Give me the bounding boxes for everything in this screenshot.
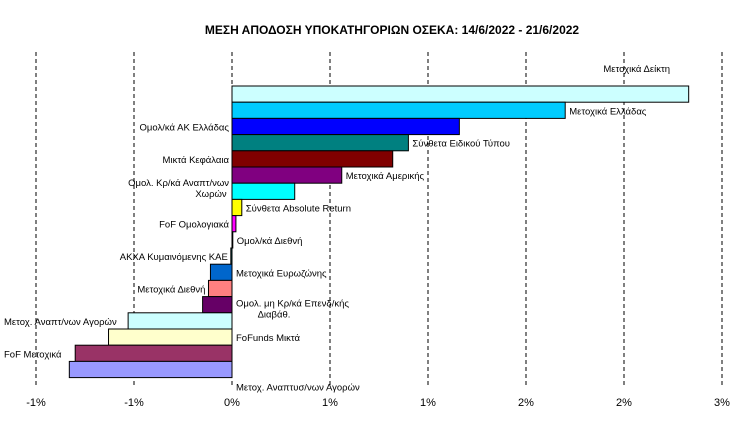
bar (230, 247, 233, 265)
bar (231, 166, 343, 184)
bar (209, 263, 233, 281)
bar (108, 328, 233, 346)
x-tick-label: 0% (224, 397, 240, 409)
bar (231, 117, 460, 136)
bar-label: Σύνθετα Ειδικού Τύπου (412, 139, 510, 150)
x-tick-labels: -1% -1% 0% 1% 1% 2% 2% 3% (26, 397, 730, 409)
bar (207, 279, 233, 298)
bar (127, 312, 233, 330)
bar-label: Μετοχικά Δείκτη (603, 64, 670, 75)
bar-label: Ομολ. μη Κρ/κά Επενδ/κής Διαβάθ. (236, 299, 349, 321)
bar-label: FoF Μετοχικά (4, 349, 62, 360)
bar (202, 296, 233, 314)
x-tick-label: 3% (714, 397, 730, 409)
x-tick-label: -1% (26, 397, 46, 409)
bar-label: ΑΚΧΑ Κυμαινόμενης ΚΑΕ (120, 252, 228, 263)
x-tick-label: 1% (322, 397, 338, 409)
chart-title: ΜΕΣΗ ΑΠΟΔΟΣΗ ΥΠΟΚΑΤΗΓΟΡΙΩΝ ΟΣΕΚΑ: 14/6/2… (205, 23, 580, 37)
bar (231, 134, 409, 152)
bar-label: Μετοχ. Αναπτυσ/νων Αγορών (236, 383, 360, 394)
bar (231, 150, 394, 168)
x-tick-label: 2% (518, 397, 534, 409)
bar-label: Σύνθετα Absolute Return (246, 204, 351, 215)
bar (74, 344, 233, 362)
x-tick-label: 2% (616, 397, 632, 409)
bar-label: Μετοχικά Ελλάδας (569, 106, 647, 117)
bar (231, 85, 690, 103)
bar (231, 101, 566, 119)
bar (68, 360, 233, 379)
x-tick-label: -1% (124, 397, 144, 409)
bar-label: Ομολ. Κρ/κά Αναπτ/νων Χωρών (128, 178, 229, 200)
bar-label: Μετοχικά Αμερικής (346, 171, 425, 182)
bar-label: Μετοχικά Διεθνή (137, 285, 205, 296)
bar (231, 198, 243, 217)
bar-label: Ομολ/κά Διεθνή (237, 236, 303, 247)
bar-label: Μικτά Κεφάλαια (163, 155, 230, 166)
bar (231, 182, 296, 200)
bar-label: FoF Ομολογιακά (159, 220, 229, 231)
bars (68, 85, 690, 379)
x-tick-label: 1% (420, 397, 436, 409)
bar-label: Μετοχ. Αναπτ/νων Αγορών (4, 317, 117, 328)
bar-label: Μετοχικά Ευρωζώνης (236, 268, 327, 279)
bar-label: FoFunds Μικτά (236, 333, 301, 344)
bar (231, 231, 234, 249)
bar (231, 215, 237, 233)
bar-labels: Μετοχικά Δείκτη Μετοχικά Ελλάδας Ομολ/κά Α… (4, 64, 670, 394)
bar-label: Ομολ/κά ΑΚ Ελλάδας (140, 123, 230, 134)
